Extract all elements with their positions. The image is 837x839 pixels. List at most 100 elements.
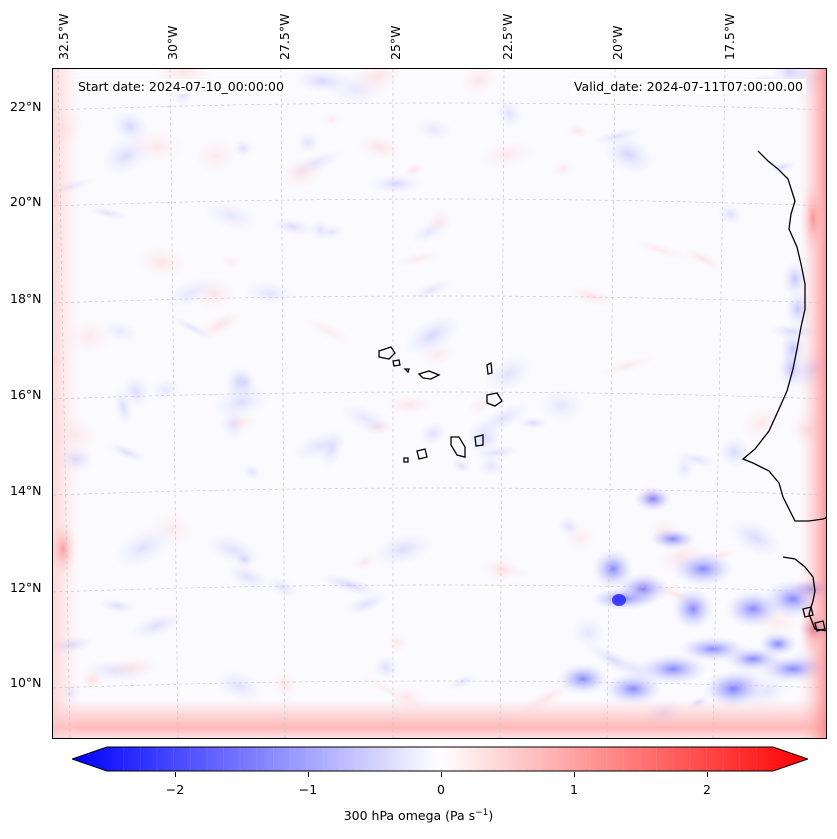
santiago-island	[450, 436, 466, 458]
negative-omega-patch	[241, 461, 263, 482]
colorbar-tick-mark	[308, 772, 309, 777]
negative-omega-patch	[295, 129, 321, 155]
negative-omega-patch	[449, 456, 474, 475]
latitude-gridline	[53, 584, 826, 593]
negative-omega-patch	[366, 173, 425, 195]
negative-omega-patch	[231, 138, 255, 159]
negative-omega-patch	[472, 399, 535, 437]
negative-omega-patch	[612, 594, 626, 606]
positive-omega-patch	[133, 243, 190, 281]
valid-date-label: Valid_date: 2024-07-11T07:00:00.00	[570, 79, 806, 94]
negative-omega-patch	[534, 384, 589, 427]
colorbar-tick-label: 0	[437, 782, 445, 797]
africa-coastline	[741, 150, 826, 522]
colorbar-label: 300 hPa omega (Pa s−1)	[0, 808, 837, 823]
map-panel: Start date: 2024-07-10_00:00:00 Valid_da…	[52, 68, 827, 739]
negative-omega-patch	[671, 449, 723, 470]
negative-omega-patch	[602, 672, 664, 706]
omega-shading	[53, 69, 826, 738]
lon-label-17-5w: 17.5°W	[722, 13, 737, 60]
negative-omega-patch	[671, 587, 715, 631]
negative-omega-patch	[493, 94, 526, 132]
negative-omega-patch	[715, 202, 745, 227]
negative-omega-patch	[400, 312, 464, 359]
positive-omega-patch	[549, 159, 578, 179]
colorbar-label-exponent: −1	[475, 808, 489, 818]
negative-omega-patch	[234, 550, 255, 569]
lat-label-18n: 18°N	[10, 291, 42, 306]
positive-omega-patch	[472, 138, 542, 172]
negative-omega-patch	[583, 641, 641, 678]
negative-omega-patch	[223, 363, 253, 402]
positive-omega-patch	[801, 179, 825, 259]
negative-omega-patch	[169, 315, 215, 341]
negative-omega-patch	[211, 667, 267, 704]
sao-vicente-island	[392, 359, 401, 367]
positive-omega-patch	[218, 252, 245, 271]
positive-omega-patch	[190, 274, 240, 313]
negative-omega-patch	[632, 486, 674, 512]
lat-label-22n: 22°N	[10, 99, 42, 114]
negative-omega-patch	[411, 115, 457, 144]
positive-omega-patch	[125, 127, 188, 166]
santo-antao-island	[378, 346, 396, 360]
colorbar-tick-label: −2	[165, 782, 185, 797]
negative-omega-patch	[556, 662, 610, 696]
longitude-gridline	[57, 69, 71, 738]
negative-omega-patch	[417, 419, 449, 448]
longitude-gridline	[499, 69, 505, 738]
negative-omega-patch	[671, 551, 735, 587]
positive-omega-patch	[563, 284, 622, 309]
lon-label-32-5w: 32.5°W	[56, 13, 71, 60]
brava-island	[403, 457, 409, 463]
positive-omega-patch	[401, 162, 427, 178]
negative-omega-patch	[288, 427, 351, 465]
negative-omega-patch	[317, 572, 383, 598]
lon-label-25w: 25°W	[388, 25, 403, 60]
colorbar-label-close: )	[488, 808, 494, 824]
positive-omega-patch	[300, 313, 359, 350]
lat-label-14n: 14°N	[10, 483, 42, 498]
negative-omega-patch	[474, 452, 508, 480]
positive-omega-patch	[458, 69, 500, 98]
negative-omega-patch	[716, 433, 752, 471]
bijagos-islands	[802, 606, 826, 632]
colorbar	[70, 745, 810, 779]
negative-omega-patch	[369, 530, 437, 569]
lon-label-27-5w: 27.5°W	[277, 13, 292, 60]
latitude-gridline	[53, 198, 826, 207]
negative-omega-patch	[767, 160, 798, 175]
positive-omega-patch	[388, 249, 447, 269]
positive-omega-patch	[53, 519, 77, 579]
sal-island	[486, 361, 493, 375]
boa-vista-island	[486, 392, 503, 407]
lat-label-20n: 20°N	[10, 194, 42, 209]
positive-omega-patch	[736, 402, 788, 445]
negative-omega-patch	[85, 205, 131, 221]
colorbar-gradient	[70, 746, 810, 772]
positive-omega-patch	[385, 630, 409, 655]
negative-omega-patch	[371, 653, 401, 682]
boundary-positive-band	[53, 69, 81, 738]
positive-omega-patch	[561, 523, 599, 554]
positive-omega-patch	[190, 134, 242, 178]
positive-omega-patch	[799, 599, 826, 659]
longitude-gridline	[169, 69, 179, 738]
graticule	[53, 69, 826, 738]
boundary-positive-band	[53, 699, 826, 738]
negative-omega-patch	[267, 216, 317, 237]
latitude-gridline	[53, 391, 826, 400]
negative-omega-patch	[568, 614, 609, 652]
lat-label-12n: 12°N	[10, 580, 42, 595]
start-date-label: Start date: 2024-07-10_00:00:00	[75, 79, 287, 94]
negative-omega-patch	[649, 528, 697, 550]
longitude-gridline	[712, 69, 726, 738]
longitude-gridline	[606, 69, 616, 738]
positive-omega-patch	[355, 672, 413, 704]
negative-omega-patch	[98, 317, 142, 345]
positive-omega-patch	[563, 122, 592, 140]
lon-label-20w: 20°W	[610, 25, 625, 60]
coastline	[378, 150, 826, 632]
omega-field-map	[53, 69, 826, 738]
negative-omega-patch	[702, 669, 764, 709]
